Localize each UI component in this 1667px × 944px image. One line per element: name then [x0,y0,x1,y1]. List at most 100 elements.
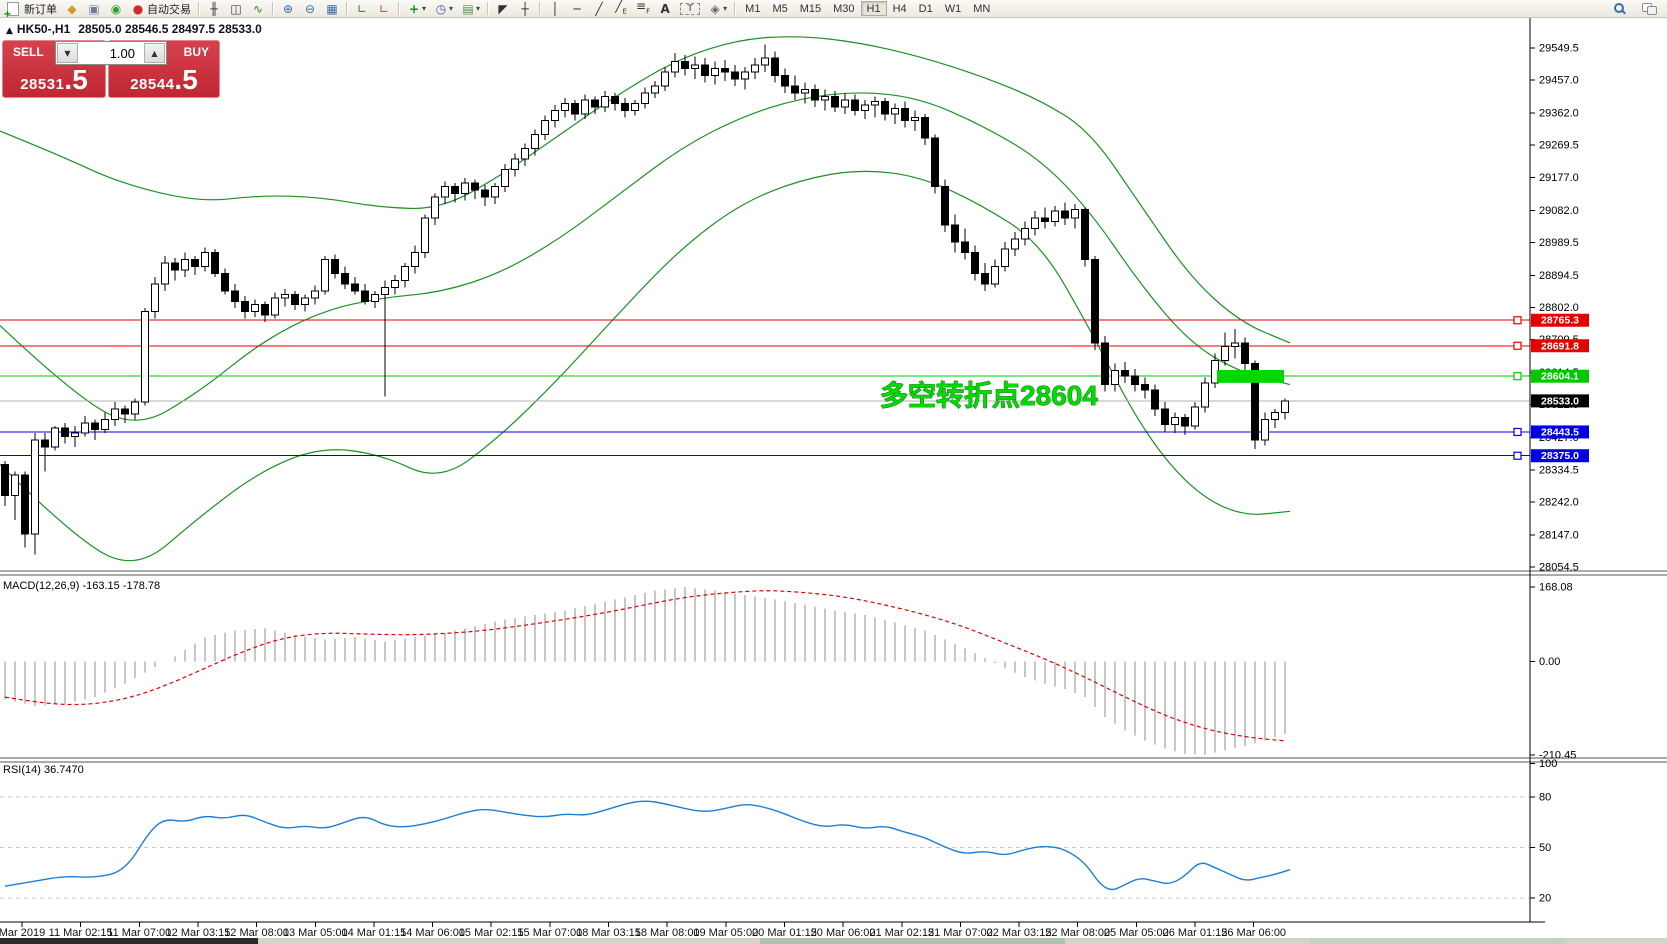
one-click-trading-panel: SELL 28531.5 BUY 28544.5 ▼ 1.00 ▲ [2,40,220,98]
level-line-handle[interactable] [1513,427,1522,437]
vline-icon: │ [551,1,559,16]
profiles-icon: ∟ [378,1,390,16]
rsi-label: RSI(14) 36.7470 [3,764,84,776]
timeframe-h1[interactable]: H1 [860,1,887,16]
timeframe-m5[interactable]: M5 [766,1,793,16]
label-button[interactable]: T [676,1,704,17]
arrows-button[interactable]: ◈ ▾ [704,1,731,17]
macd-label: MACD(12,26,9) -163.15 -178.78 [3,580,161,592]
toolbar-separator [272,2,274,15]
time-tick-label: 12 Mar 03:15 [166,927,231,939]
search-button[interactable] [1609,1,1630,17]
profiles-button[interactable]: ∟ [373,1,395,17]
current-price-tag [1531,394,1589,408]
candlestick-chart-button[interactable]: ◫ [225,1,247,17]
level-line-handle[interactable] [1513,341,1522,350]
toolbar-separator [734,2,737,15]
candlestick-chart-icon: ◫ [230,1,242,16]
macd-tick-label: 0.00 [1539,656,1560,668]
dropdown-arrow-icon[interactable]: ▾ [449,4,454,13]
svg-text:28604.1: 28604.1 [1541,371,1579,383]
volume-stepper: ▼ 1.00 ▲ [55,41,167,65]
text-icon: A [660,1,670,16]
chat-button[interactable] [1638,1,1661,17]
level-line-handle[interactable] [1513,316,1522,325]
volume-value[interactable]: 1.00 [109,45,135,61]
toolbar: + 新订单 ◆ ▣ ◉ ● 自动交易 ╫ ◫ ∿ ⊕ ⊖ ▦ ∟ ∟ + ▾ ◷ ▾ ▤ ▾ ◤ ┼ │ ─ ╱ ╱E ≡F A T ◈ ▾ M… [0,0,1667,20]
horizontal-level-lines[interactable] [0,319,1530,457]
volume-decrease-button[interactable]: ▼ [57,43,78,63]
vps-button[interactable]: ▣ [83,1,105,17]
time-tick-label: 19 Mar 05:00 [693,927,758,939]
add-indicator-button[interactable]: + ▾ [403,1,430,17]
axes: 29549.5 29457.0 29362.0 29269.5 29177.0 29082… [0,18,1579,939]
tile-windows-button[interactable]: ▦ [321,1,343,17]
time-tick-label: 13 Mar 05:00 [283,927,348,939]
buy-price: 28544.5 [130,64,198,95]
fibonacci-button[interactable]: ≡F [632,0,654,17]
channel-icon: ╱E [615,0,627,16]
periods-button[interactable]: ◷ ▾ [430,1,457,17]
collapse-panel-icon[interactable]: ▲ [6,26,13,36]
svg-text:28765.3: 28765.3 [1541,315,1579,327]
new-chart-button[interactable]: ∟ [351,1,373,17]
rsi-tick-label: 50 [1539,842,1551,854]
zoom-in-button[interactable]: ⊕ [277,1,299,17]
svg-text:28533.0: 28533.0 [1541,395,1579,407]
time-tick-label: 11 Mar 02:15 [49,927,113,939]
text-button[interactable]: A [654,1,676,17]
dropdown-arrow-icon[interactable]: ▾ [422,4,427,13]
level-line-handle[interactable] [1513,372,1522,381]
vertical-line-button[interactable]: │ [544,1,566,17]
channel-button[interactable]: ╱E [610,0,632,17]
cursor-button[interactable]: ◤ [492,1,514,17]
templates-button[interactable]: ▤ ▾ [457,1,484,17]
svg-text:28691.8: 28691.8 [1541,340,1579,352]
zoom-out-button[interactable]: ⊖ [299,1,321,17]
new-order-button[interactable]: + 新订单 [2,1,61,20]
crosshair-button[interactable]: ┼ [514,1,536,17]
volume-increase-button[interactable]: ▲ [144,43,165,63]
timeframe-m15[interactable]: M15 [794,1,827,16]
ohlc-values: 28505.0 28546.5 28497.5 28533.0 [78,22,262,36]
price-tags: 28765.3 28691.8 28604.1 28443.5 28375.0 28533… [1513,313,1589,463]
timeframe-m1[interactable]: M1 [739,1,766,16]
bollinger-middle-line [0,92,1291,421]
zoom-in-icon: ⊕ [282,1,294,16]
time-tick-label: 14 Mar 01:15 [341,927,406,939]
price-tick-label: 29457.0 [1539,75,1579,87]
time-tick-label: 14 Mar 06:00 [400,927,465,939]
time-tick-label: 20 Mar 06:00 [811,927,876,939]
sell-price: 28531.5 [20,64,88,95]
chat-icon [1642,2,1657,15]
autotrading-button[interactable]: ● 自动交易 [127,1,195,17]
dropdown-arrow-icon[interactable]: ▾ [723,4,728,13]
time-tick-label: 20 Mar 01:15 [752,927,817,939]
time-tick-label: 15 Mar 02:15 [459,927,524,939]
metaeditor-button[interactable]: ◆ [61,1,83,17]
line-chart-button[interactable]: ∿ [247,1,269,17]
time-tick-label: 26 Mar 01:15 [1163,927,1228,939]
bar-chart-button[interactable]: ╫ [203,1,225,17]
rsi-tick-label: 100 [1539,758,1557,770]
timeframe-d1[interactable]: D1 [913,1,939,16]
price-tick-label: 28989.5 [1539,237,1579,249]
level-line-handle[interactable] [1513,451,1522,460]
timeframe-mn[interactable]: MN [967,1,996,16]
signals-button[interactable]: ◉ [105,1,127,17]
highlight-rectangle[interactable] [1217,369,1284,383]
horizontal-line-button[interactable]: ─ [566,1,588,17]
chart-annotation-text[interactable]: 多空转折点28604 [880,379,1099,412]
timeframe-w1[interactable]: W1 [939,1,968,16]
signals-icon: ◉ [110,1,122,16]
svg-text:28375.0: 28375.0 [1541,450,1579,462]
dropdown-arrow-icon[interactable]: ▾ [476,4,481,13]
time-tick-label: 26 Mar 06:00 [1221,927,1286,939]
timeframe-m30[interactable]: M30 [827,1,860,16]
macd-pane [4,587,1286,755]
sell-button[interactable]: SELL 28531.5 [2,40,106,98]
trendline-button[interactable]: ╱ [588,1,610,17]
timeframe-h4[interactable]: H4 [887,1,913,16]
